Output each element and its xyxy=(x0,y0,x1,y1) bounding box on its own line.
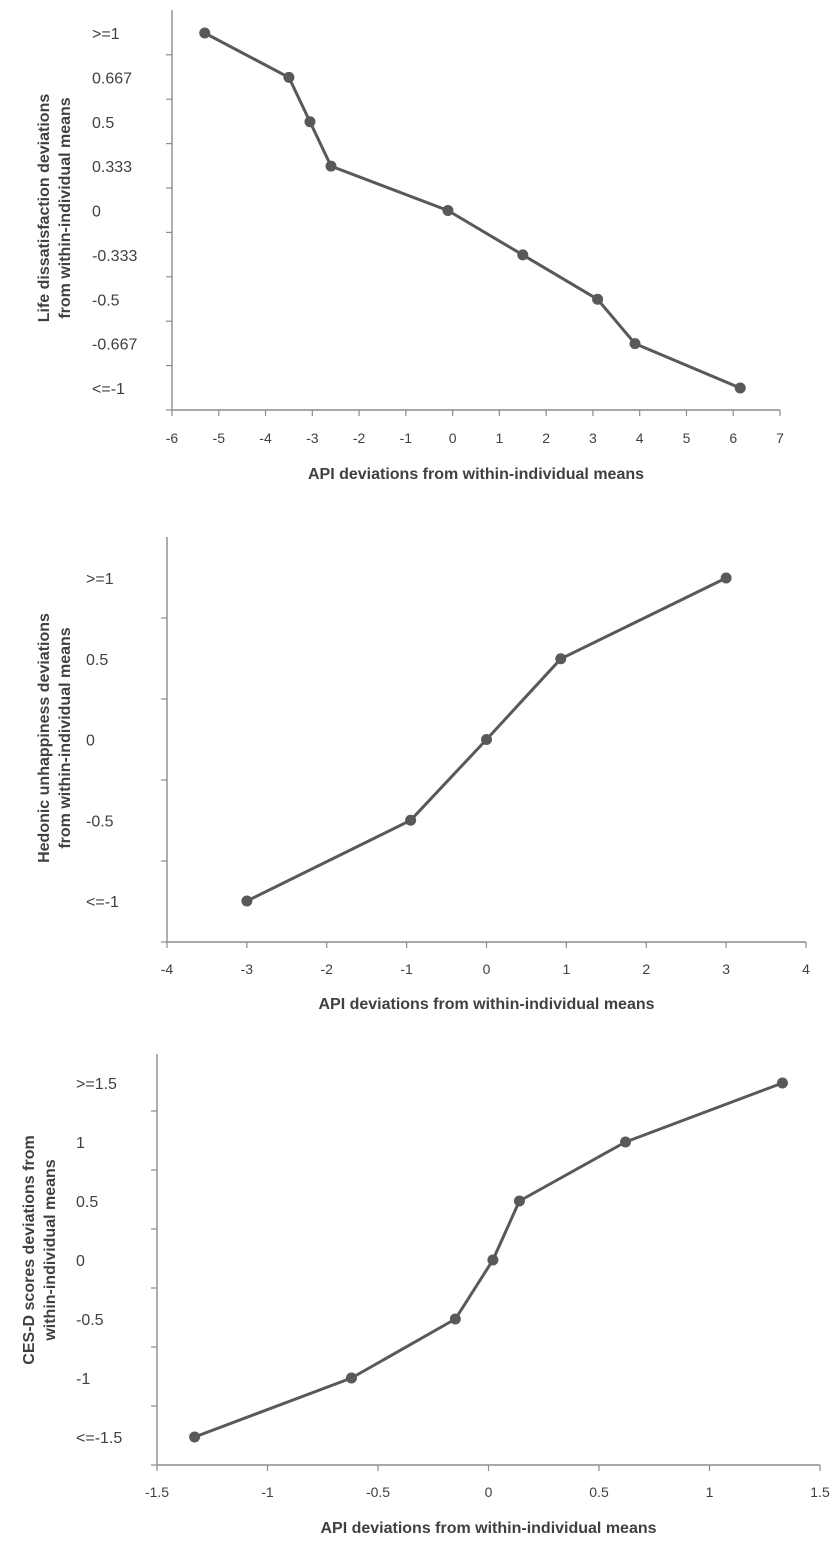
x-tick-label: -3 xyxy=(306,430,319,446)
x-tick-label: 0 xyxy=(485,1484,493,1500)
y-axis-title-line: Hedonic unhappiness deviations xyxy=(36,613,53,863)
x-tick-label: -1 xyxy=(400,961,413,977)
x-tick-label: 4 xyxy=(636,430,644,446)
data-point xyxy=(517,249,529,261)
life-dissatisfaction-chart: -6 -5 -4 -3 -2 -1 0 1 2 3 4 5 6 7 >=1 0.667 0.5 0.333 0 -0.… xyxy=(36,10,784,483)
x-tick-label: -1.5 xyxy=(145,1484,169,1500)
y-tick-label: <=-1 xyxy=(86,894,119,911)
y-tick-label: 0.667 xyxy=(92,70,132,87)
y-tick-label: 1 xyxy=(76,1135,85,1152)
data-point xyxy=(442,205,454,216)
data-point xyxy=(199,27,211,39)
data-point xyxy=(189,1431,201,1443)
y-axis-title-line: from within-individual means xyxy=(57,627,74,848)
x-tick-label: 2 xyxy=(542,430,550,446)
x-tick-label: 3 xyxy=(589,430,597,446)
y-tick-label: 0.5 xyxy=(86,652,108,669)
data-point xyxy=(513,1195,525,1207)
x-tick-label: -5 xyxy=(213,430,226,446)
y-tick-label: -0.5 xyxy=(76,1312,104,1329)
x-tick-label: 4 xyxy=(802,961,810,977)
x-tick-label: 5 xyxy=(683,430,691,446)
data-point xyxy=(620,1136,632,1148)
y-axis-title-line: CES-D scores deviations from xyxy=(21,1135,38,1364)
y-tick-label: <=-1 xyxy=(92,381,125,398)
x-tick-label: 3 xyxy=(722,961,730,977)
data-point xyxy=(325,160,337,172)
y-tick-label: -1 xyxy=(76,1371,90,1388)
x-axis-title: API deviations from within-individual me… xyxy=(318,996,654,1013)
data-point xyxy=(720,572,732,584)
data-point xyxy=(449,1313,461,1325)
x-axis-title: API deviations from within-individual me… xyxy=(320,1520,656,1537)
y-tick-label: -0.333 xyxy=(92,248,137,265)
hedonic-unhappiness-chart: -4 -3 -2 -1 0 1 2 3 4 >=1 0.5 0 -0.5 <=-1 API deviatio… xyxy=(36,537,810,1013)
data-point xyxy=(304,116,316,128)
x-tick-label: 0 xyxy=(449,430,457,446)
data-point xyxy=(345,1372,357,1384)
x-tick-label: 6 xyxy=(729,430,737,446)
x-tick-label: -1 xyxy=(400,430,413,446)
y-tick-label: -0.5 xyxy=(86,813,114,830)
ces-d-chart: -1.5 -1 -0.5 0 0.5 1 1.5 >=1.5 1 0.5 0 -0.5 -1 <=-1.5… xyxy=(21,1054,830,1537)
y-tick-label: 0 xyxy=(86,733,95,750)
y-tick-label: 0.5 xyxy=(92,115,114,132)
data-point xyxy=(487,1254,499,1266)
x-axis-title: API deviations from within-individual me… xyxy=(308,466,644,483)
x-tick-label: 1.5 xyxy=(810,1484,830,1500)
data-point xyxy=(734,382,746,394)
y-tick-label: -0.667 xyxy=(92,337,137,354)
data-point xyxy=(405,814,417,826)
data-point xyxy=(283,71,295,83)
y-axis-title: Hedonic unhappiness deviations from withi… xyxy=(36,613,74,863)
x-tick-label: -3 xyxy=(241,961,254,977)
y-axis-title: Life dissatisfaction deviations from with… xyxy=(36,94,74,323)
y-tick-label: 0 xyxy=(92,204,101,221)
x-tick-label: -4 xyxy=(259,430,272,446)
x-tick-label: 7 xyxy=(776,430,784,446)
y-axis-title-line: within-individual means xyxy=(42,1159,59,1341)
data-point xyxy=(629,338,641,350)
y-tick-label: 0.5 xyxy=(76,1194,98,1211)
y-tick-label: -0.5 xyxy=(92,292,120,309)
x-tick-label: 1 xyxy=(495,430,503,446)
data-point xyxy=(481,734,492,745)
x-tick-label: 0.5 xyxy=(589,1484,609,1500)
x-tick-label: -2 xyxy=(353,430,366,446)
y-tick-label: 0.333 xyxy=(92,159,132,176)
series-line xyxy=(204,31,741,390)
x-tick-label: -4 xyxy=(161,961,174,977)
y-tick-label: >=1.5 xyxy=(76,1076,117,1093)
data-point xyxy=(776,1077,788,1089)
y-axis-title-line: Life dissatisfaction deviations xyxy=(36,94,53,323)
y-tick-label: <=-1.5 xyxy=(76,1430,122,1447)
y-tick-label: >=1 xyxy=(92,26,120,43)
data-point xyxy=(555,653,567,665)
x-tick-label: 1 xyxy=(706,1484,714,1500)
x-tick-label: 2 xyxy=(642,961,650,977)
y-tick-label: 0 xyxy=(76,1253,85,1270)
x-tick-label: -2 xyxy=(321,961,334,977)
y-axis-title: CES-D scores deviations from within-indiv… xyxy=(21,1135,59,1364)
y-axis-title-line: from within-individual means xyxy=(57,97,74,318)
x-tick-label: 1 xyxy=(562,961,570,977)
x-tick-label: 0 xyxy=(483,961,491,977)
y-tick-label: >=1 xyxy=(86,571,114,588)
x-tick-label: -6 xyxy=(166,430,179,446)
data-point xyxy=(241,895,253,907)
x-tick-label: -0.5 xyxy=(366,1484,390,1500)
data-point xyxy=(592,293,604,305)
x-tick-label: -1 xyxy=(261,1484,274,1500)
